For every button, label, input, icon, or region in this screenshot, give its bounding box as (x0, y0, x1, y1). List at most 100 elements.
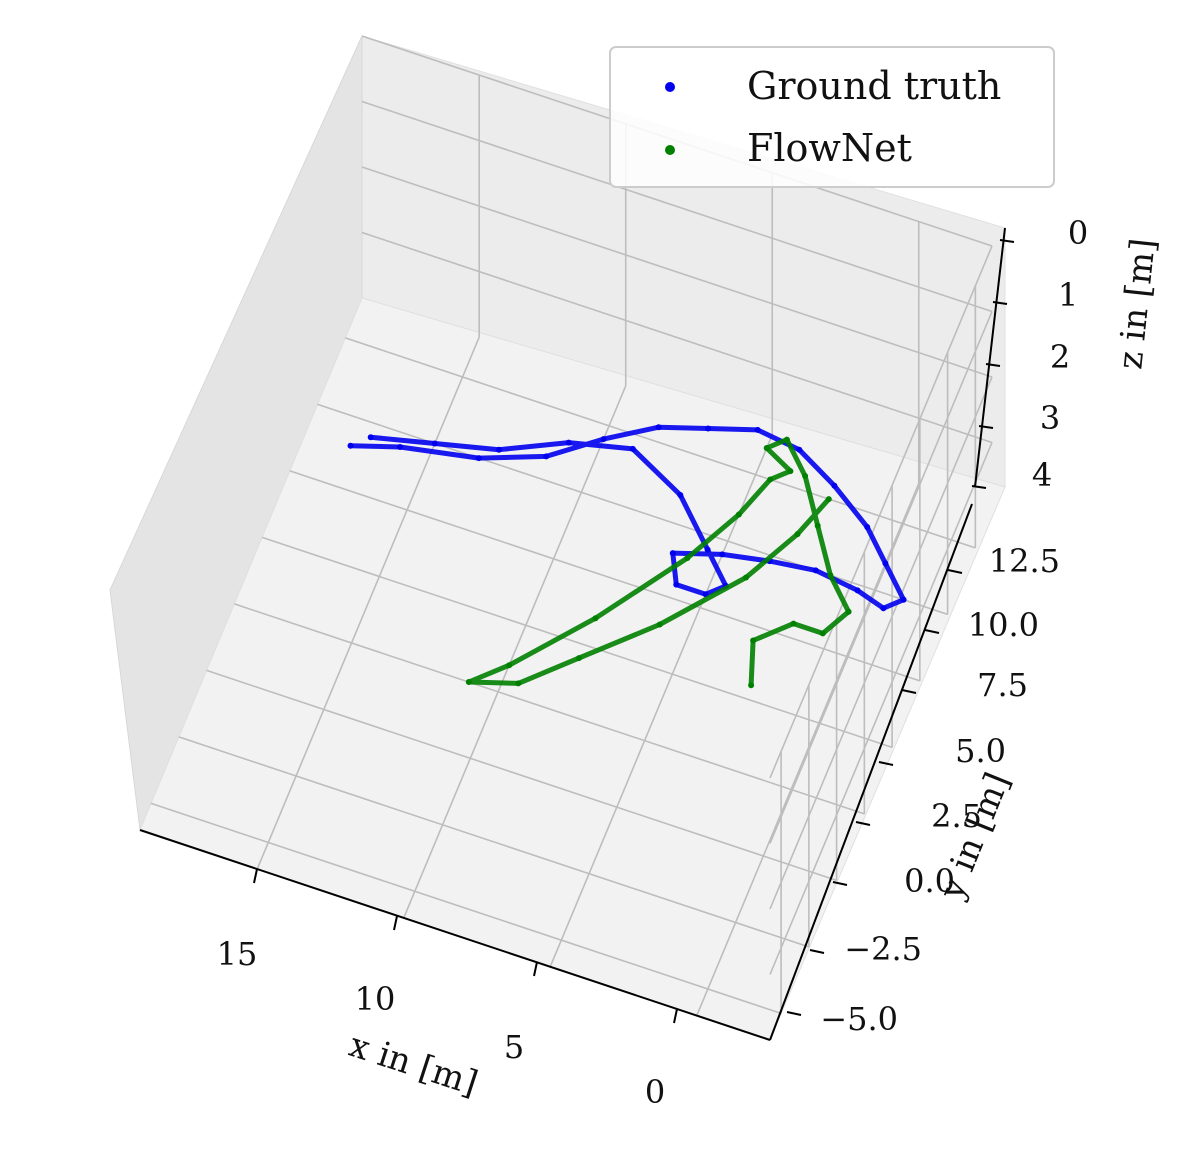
data-point (575, 655, 582, 662)
legend-label-flownet: FlowNet (747, 126, 912, 170)
data-point (845, 608, 852, 615)
y-tick-label: 12.5 (989, 542, 1060, 580)
data-point (735, 511, 742, 518)
z-tick-label: 1 (1058, 276, 1078, 314)
grid-line (206, 669, 837, 882)
z-tick-label: 4 (1032, 456, 1052, 494)
z-tick-label: 2 (1050, 338, 1070, 376)
grid-line (345, 337, 976, 549)
data-point (864, 524, 871, 530)
z-tick-mark (978, 425, 994, 429)
legend-marker-flownet (665, 145, 675, 155)
grid-line (361, 166, 993, 378)
x-tick-label: 15 (217, 935, 258, 973)
data-point (831, 482, 838, 489)
y-tick-mark (947, 569, 963, 574)
z-tick-label: 0 (1068, 214, 1088, 252)
data-point (802, 473, 809, 479)
data-point (629, 445, 636, 452)
data-point (702, 591, 709, 598)
y-ticks: 12.5 10.0 7.5 5.0 2.5 0.0 −2.5 −5.0 (786, 542, 1060, 1038)
x-tick-label: 0 (645, 1073, 665, 1111)
legend-box (609, 46, 1055, 188)
data-point (397, 444, 403, 450)
data-point (854, 587, 861, 594)
grid-line (361, 231, 993, 444)
z-tick-mark (992, 301, 1008, 305)
data-point (882, 560, 889, 567)
data-point (900, 596, 907, 603)
x-tick-mark (253, 868, 258, 884)
y-tick-mark (878, 761, 894, 766)
data-point (814, 522, 821, 529)
y-axis-line (769, 503, 973, 1041)
y-tick-label: −5.0 (820, 1000, 898, 1038)
grid-line (317, 403, 948, 616)
y-tick-mark (901, 689, 917, 694)
y-tick-mark (832, 881, 848, 886)
z-tick-mark (985, 363, 1001, 367)
data-point (347, 442, 354, 449)
y-tick-label: −2.5 (844, 930, 922, 968)
data-point (565, 439, 572, 446)
grid-line (289, 470, 921, 682)
data-point (367, 434, 374, 441)
grid-line (769, 376, 993, 910)
x-tick-mark (393, 915, 398, 931)
data-point (796, 446, 803, 453)
data-point (592, 615, 599, 622)
data-point (767, 476, 774, 483)
x-tick-mark (673, 1008, 678, 1024)
z-axis-label: z in [m] (1110, 237, 1163, 372)
grid-line (769, 442, 993, 975)
data-point (790, 620, 797, 627)
y-tick-mark (809, 949, 825, 954)
y-tick-label: 5.0 (955, 732, 1006, 770)
grid-lines (150, 35, 993, 1016)
grid-line (234, 603, 865, 815)
legend: Ground truth FlowNet (609, 46, 1055, 188)
data-point (743, 574, 749, 581)
data-point (754, 426, 761, 433)
x-tick-mark (533, 961, 538, 977)
grid-line (261, 536, 893, 749)
data-point (705, 425, 712, 432)
z-tick-mark (999, 239, 1015, 243)
y-tick-label: 10.0 (968, 606, 1039, 644)
x-tick-label: 5 (504, 1028, 524, 1066)
y-tick-mark (786, 1011, 802, 1016)
grid-line (402, 385, 627, 919)
data-point (673, 581, 680, 588)
grid-line (769, 245, 993, 779)
data-point (669, 550, 676, 557)
legend-label-ground-truth: Ground truth (747, 64, 1001, 108)
data-point (543, 453, 550, 460)
data-point (750, 637, 757, 644)
data-point (825, 496, 832, 503)
data-point (787, 468, 794, 475)
x-axis-label: x in [m] (344, 1025, 482, 1104)
data-point (719, 551, 726, 558)
z-ticks: 0 1 2 3 4 (971, 214, 1088, 494)
data-point (475, 455, 482, 462)
data-point (600, 436, 607, 443)
data-point (794, 531, 801, 538)
data-point (515, 680, 522, 687)
x-axis-line (139, 829, 771, 1041)
grid-line (361, 100, 993, 313)
grid-line (769, 311, 993, 844)
z-axis-line (974, 227, 1006, 488)
data-point (506, 662, 513, 669)
data-point (677, 492, 684, 498)
data-point (496, 446, 502, 453)
y-tick-label: 2.5 (931, 797, 982, 835)
data-point (656, 621, 663, 628)
z-tick-mark (971, 485, 987, 489)
y-axis-label: y in [m] (931, 767, 1018, 906)
data-point (783, 436, 790, 443)
y-tick-label: 0.0 (904, 862, 955, 900)
data-point (763, 445, 770, 451)
x-ticks: 15 10 5 0 (217, 868, 678, 1111)
data-point (465, 679, 472, 685)
grid-line (150, 802, 782, 1015)
